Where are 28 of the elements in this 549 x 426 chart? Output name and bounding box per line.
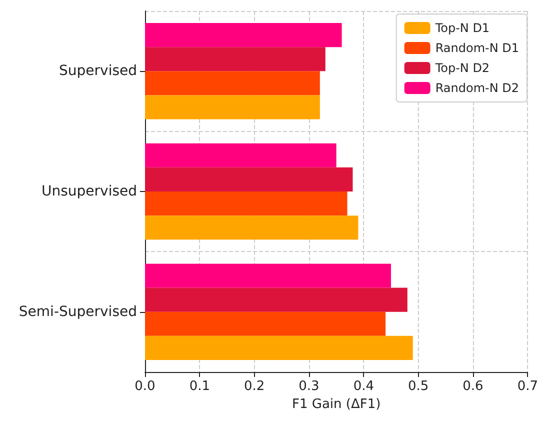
y-tick-label: Supervised (59, 63, 137, 80)
y-tick-label: Semi-Supervised (18, 304, 137, 320)
bar (145, 95, 320, 120)
x-tick-label: 0.1 (189, 379, 210, 394)
bar (145, 143, 336, 168)
x-tick-label: 0.5 (408, 379, 429, 394)
bar (145, 264, 391, 288)
x-tick-label: 0.2 (244, 379, 265, 394)
legend-label: Random-N D1 (435, 41, 520, 55)
bar (145, 23, 342, 48)
bar (145, 47, 326, 72)
y-tick-label: Unsupervised (41, 184, 137, 200)
x-axis-title: F1 Gain (ΔF1) (292, 396, 381, 412)
bar (145, 71, 320, 96)
bar (145, 312, 386, 336)
bar (145, 336, 413, 360)
x-tick-label: 0.6 (462, 379, 484, 394)
bar (145, 192, 348, 216)
x-tick-label: 0.4 (353, 379, 374, 394)
legend-label: Top-N D1 (434, 21, 490, 35)
bar (145, 167, 353, 192)
bar (145, 288, 408, 312)
x-tick-label: 0.7 (517, 379, 538, 394)
bar (145, 216, 358, 240)
legend-label: Top-N D2 (434, 61, 490, 75)
x-tick-label: 0.0 (134, 379, 156, 394)
legend-label: Random-N D2 (435, 81, 520, 95)
x-tick-label: 0.3 (298, 379, 320, 394)
